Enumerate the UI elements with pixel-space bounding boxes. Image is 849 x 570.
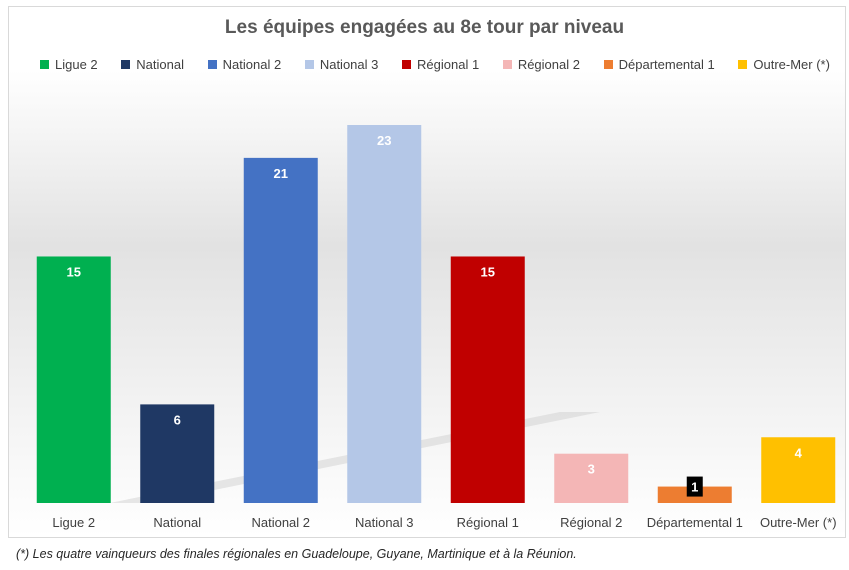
data-label: 21 [274, 166, 288, 181]
legend-label: National 2 [222, 57, 282, 72]
bar [450, 256, 525, 503]
legend-swatch [304, 60, 314, 69]
data-label: 23 [377, 133, 391, 148]
data-label: 6 [174, 412, 181, 427]
legend-swatch [402, 60, 412, 69]
data-label: 3 [588, 462, 595, 477]
legend-label: National [136, 57, 184, 72]
chart-legend: Ligue 2 National National 2 National 3 Régio… [40, 57, 830, 72]
category-label: Outre-Mer (*) [760, 515, 837, 530]
legend-item: National [121, 57, 184, 72]
bar [347, 125, 422, 503]
legend-item: Ligue 2 [40, 57, 98, 72]
data-label: 1 [691, 480, 698, 495]
category-label: Régional 1 [457, 515, 519, 530]
bar [761, 437, 836, 503]
legend-item: National 3 [304, 57, 379, 72]
category-label: National 3 [355, 515, 414, 530]
legend-item: Outre-Mer (*) [738, 57, 830, 72]
legend-swatch [738, 60, 748, 69]
data-label-box [686, 476, 703, 497]
category-label: Départemental 1 [647, 515, 743, 530]
chart-title: Les équipes engagées au 8e tour par nive… [224, 17, 625, 38]
bar [243, 157, 318, 503]
legend-label: Ligue 2 [55, 57, 98, 72]
legend-item: Régional 1 [402, 57, 479, 72]
legend-label: National 3 [319, 57, 379, 72]
legend-label: Régional 1 [417, 57, 480, 72]
category-label: Régional 2 [560, 515, 622, 530]
legend-swatch [502, 60, 512, 69]
category-label: National 2 [251, 515, 310, 530]
category-label: Ligue 2 [52, 515, 95, 530]
data-label: 15 [481, 264, 495, 279]
chart-footnote: (*) Les quatre vainqueurs des finales ré… [16, 547, 577, 561]
legend-swatch [207, 60, 217, 69]
legend-swatch [40, 60, 49, 69]
legend-item: National 2 [207, 57, 282, 72]
legend-item: Régional 2 [502, 57, 580, 72]
bar [140, 404, 215, 503]
data-label: 15 [67, 264, 81, 279]
legend-label: Régional 2 [517, 57, 580, 72]
legend-item: Départemental 1 [603, 57, 715, 72]
legend-label: Départemental 1 [618, 57, 715, 72]
legend-swatch [121, 60, 131, 69]
category-label: National [153, 515, 201, 530]
legend-swatch [603, 60, 613, 69]
bar [554, 453, 629, 503]
legend-label: Outre-Mer (*) [753, 57, 830, 72]
data-label: 4 [795, 445, 803, 460]
bar [36, 256, 111, 503]
